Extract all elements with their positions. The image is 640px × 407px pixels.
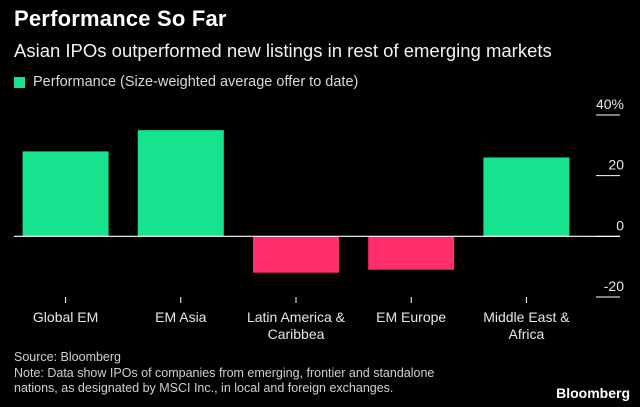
x-tick-label: EM Asia [155, 309, 207, 325]
x-tick-label: EM Europe [376, 309, 446, 325]
brand-logo: Bloomberg [556, 385, 630, 401]
bar [368, 236, 455, 270]
data-note-line-2: nations, as designated by MSCI Inc., in … [14, 381, 394, 395]
legend-swatch [14, 76, 25, 88]
bar [137, 130, 224, 237]
bar [483, 157, 570, 237]
y-tick-label: 40% [596, 96, 624, 112]
footer: Source: Bloomberg Note: Data show IPOs o… [14, 350, 434, 397]
bar [22, 151, 109, 237]
y-tick-label: 0 [616, 217, 624, 233]
chart-subtitle: Asian IPOs outperformed new listings in … [14, 40, 552, 61]
data-note-line-1: Note: Data show IPOs of companies from e… [14, 365, 435, 380]
y-tick-label: -20 [604, 278, 624, 294]
chart-title: Performance So Far [14, 6, 227, 31]
y-tick-label: 20 [608, 157, 624, 173]
x-tick-label: Middle East & Africa [483, 309, 570, 342]
legend: Performance (Size-weighted average offer… [14, 74, 358, 90]
legend-label: Performance (Size-weighted average offer… [33, 74, 359, 90]
bar [253, 236, 339, 273]
source-note: Source: Bloomberg [14, 350, 122, 364]
x-tick-label: Latin America & Caribbea [247, 309, 346, 342]
x-tick-label: Global EM [33, 309, 98, 325]
